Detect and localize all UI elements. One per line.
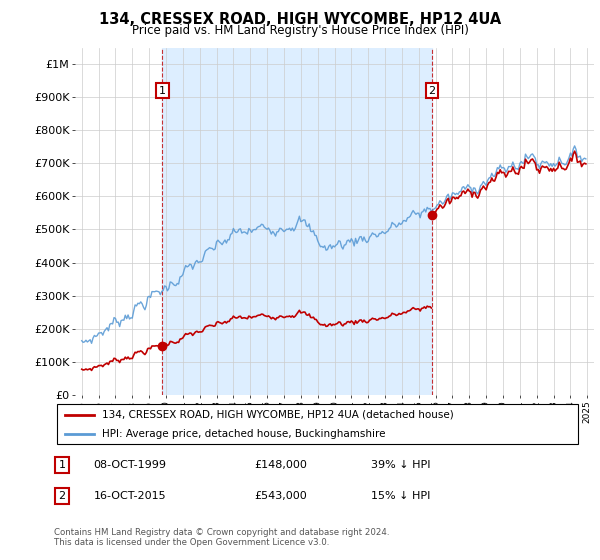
Bar — [163, 48, 432, 395]
Text: £543,000: £543,000 — [254, 491, 307, 501]
Text: HPI: Average price, detached house, Buckinghamshire: HPI: Average price, detached house, Buck… — [101, 429, 385, 439]
Text: 134, CRESSEX ROAD, HIGH WYCOMBE, HP12 4UA: 134, CRESSEX ROAD, HIGH WYCOMBE, HP12 4U… — [99, 12, 501, 27]
Text: Price paid vs. HM Land Registry's House Price Index (HPI): Price paid vs. HM Land Registry's House … — [131, 24, 469, 36]
FancyBboxPatch shape — [56, 404, 578, 445]
Text: 2: 2 — [58, 491, 65, 501]
Text: 1: 1 — [58, 460, 65, 470]
Text: 1: 1 — [159, 86, 166, 96]
Text: Contains HM Land Registry data © Crown copyright and database right 2024.
This d: Contains HM Land Registry data © Crown c… — [54, 528, 389, 547]
Text: 2: 2 — [428, 86, 436, 96]
Text: 08-OCT-1999: 08-OCT-1999 — [94, 460, 167, 470]
Text: 134, CRESSEX ROAD, HIGH WYCOMBE, HP12 4UA (detached house): 134, CRESSEX ROAD, HIGH WYCOMBE, HP12 4U… — [101, 409, 453, 419]
Text: £148,000: £148,000 — [254, 460, 308, 470]
Text: 15% ↓ HPI: 15% ↓ HPI — [371, 491, 430, 501]
Text: 39% ↓ HPI: 39% ↓ HPI — [371, 460, 430, 470]
Text: 16-OCT-2015: 16-OCT-2015 — [94, 491, 166, 501]
